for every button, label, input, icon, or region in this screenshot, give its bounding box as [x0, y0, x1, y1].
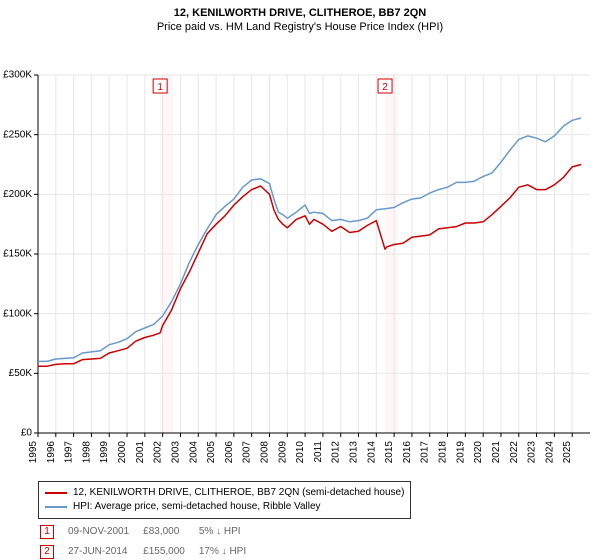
- svg-text:2019: 2019: [455, 440, 466, 463]
- sale-date: 09-NOV-2001: [68, 523, 141, 541]
- svg-text:2014: 2014: [366, 440, 377, 463]
- svg-text:2000: 2000: [117, 440, 128, 463]
- sales-row: 2 27-JUN-2014£155,00017% ↓ HPI: [40, 543, 258, 560]
- svg-text:2016: 2016: [402, 440, 413, 463]
- svg-text:1996: 1996: [46, 440, 57, 463]
- chart-legend: 12, KENILWORTH DRIVE, CLITHEROE, BB7 2QN…: [38, 481, 411, 519]
- svg-text:2022: 2022: [509, 440, 520, 463]
- sale-date: 27-JUN-2014: [68, 543, 141, 560]
- svg-text:2015: 2015: [384, 440, 395, 463]
- svg-text:2018: 2018: [438, 440, 449, 463]
- svg-text:2: 2: [382, 82, 388, 93]
- svg-text:2024: 2024: [544, 440, 555, 463]
- page-subtitle: Price paid vs. HM Land Registry's House …: [0, 20, 600, 34]
- sale-marker: 1: [40, 525, 54, 539]
- sale-marker: 2: [40, 545, 54, 559]
- svg-text:2003: 2003: [170, 440, 181, 463]
- svg-text:2017: 2017: [420, 440, 431, 463]
- svg-text:2006: 2006: [224, 440, 235, 463]
- svg-text:1995: 1995: [28, 440, 39, 463]
- svg-text:£50K: £50K: [9, 368, 33, 379]
- svg-text:2010: 2010: [295, 440, 306, 463]
- sale-diff: 17% ↓ HPI: [199, 543, 258, 560]
- svg-text:2004: 2004: [188, 440, 199, 463]
- svg-text:1997: 1997: [64, 440, 75, 463]
- svg-text:2023: 2023: [527, 440, 538, 463]
- svg-text:2002: 2002: [153, 440, 164, 463]
- svg-text:2008: 2008: [259, 440, 270, 463]
- sale-price: £83,000: [143, 523, 197, 541]
- svg-text:£200K: £200K: [3, 189, 32, 200]
- legend-label: 12, KENILWORTH DRIVE, CLITHEROE, BB7 2QN…: [73, 487, 404, 498]
- chart-container: £0 £50K £100K £150K £200K £250K £300K 1995 1996 1…: [0, 35, 600, 475]
- sales-row: 1 09-NOV-2001£83,0005% ↓ HPI: [40, 523, 258, 541]
- svg-text:2020: 2020: [473, 440, 484, 463]
- sale-diff: 5% ↓ HPI: [199, 523, 258, 541]
- svg-text:£150K: £150K: [3, 248, 32, 259]
- svg-text:2007: 2007: [242, 440, 253, 463]
- svg-text:£0: £0: [21, 427, 33, 438]
- svg-text:2001: 2001: [135, 440, 146, 463]
- svg-text:1998: 1998: [81, 440, 92, 463]
- svg-text:2013: 2013: [349, 440, 360, 463]
- sales-table: 1 09-NOV-2001£83,0005% ↓ HPI 2 27-JUN-2014£…: [38, 521, 260, 560]
- svg-text:2011: 2011: [313, 440, 324, 462]
- legend-item: HPI: Average price, semi-detached house,…: [45, 500, 404, 514]
- legend-item: 12, KENILWORTH DRIVE, CLITHEROE, BB7 2QN…: [45, 486, 404, 500]
- svg-text:2005: 2005: [206, 440, 217, 463]
- svg-text:2021: 2021: [491, 440, 502, 463]
- legend-label: HPI: Average price, semi-detached house,…: [73, 501, 321, 512]
- svg-text:£250K: £250K: [3, 129, 32, 140]
- svg-text:2012: 2012: [331, 440, 342, 463]
- sale-price: £155,000: [143, 543, 197, 560]
- svg-text:2009: 2009: [277, 440, 288, 463]
- svg-text:£300K: £300K: [3, 69, 32, 80]
- svg-text:2025: 2025: [562, 440, 573, 463]
- line-chart: £0 £50K £100K £150K £200K £250K £300K 1995 1996 1…: [0, 35, 600, 475]
- svg-text:1999: 1999: [99, 440, 110, 463]
- svg-text:1: 1: [157, 82, 163, 93]
- page-title: 12, KENILWORTH DRIVE, CLITHEROE, BB7 2QN: [0, 0, 600, 20]
- svg-text:£100K: £100K: [3, 308, 32, 319]
